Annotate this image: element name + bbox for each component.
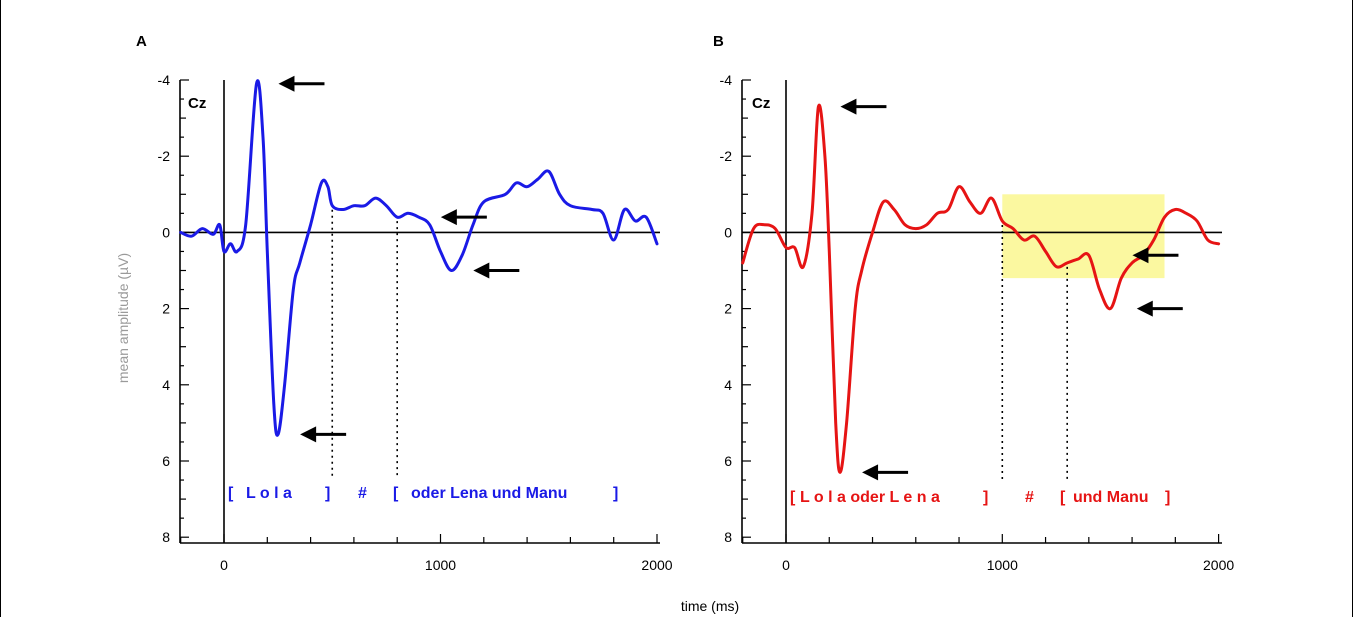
panel-a-electrode-label: Cz: [188, 95, 206, 112]
panel-b-arrow-head: [1136, 300, 1153, 317]
panel-a-y-tick-label: 2: [162, 301, 170, 317]
panel-b-phrase-segment: und Manu: [1073, 489, 1149, 506]
panel-b-y-tick-label: 6: [724, 453, 732, 469]
panel-b-highlight-region: [1002, 194, 1165, 279]
panel-a-arrow-head: [440, 209, 457, 226]
panel-a-y-tick-label: 0: [162, 224, 170, 240]
panel-b-x-tick-label: 2000: [1203, 557, 1234, 573]
panel-a-y-tick-label: 4: [162, 377, 170, 393]
panel-a-phrase-segment: ]: [325, 485, 330, 502]
panel-b-x-tick-label: 1000: [987, 557, 1018, 573]
panel-a-y-tick-label: 8: [162, 529, 170, 545]
panel-b-erp-trace: [741, 103, 1221, 474]
panel-b-letter: B: [713, 33, 724, 50]
panel-a-x-tick-label: 1000: [425, 557, 456, 573]
panel-a-chart: -4 -2 0 2 4 6 8 0 1000 2000 Cz [ L o l a] # [ oder Lena…: [158, 72, 673, 573]
x-axis-label: time (ms): [681, 598, 739, 614]
panel-a-erp-trace: [179, 79, 659, 437]
panel-b-x-tick-label: 0: [782, 557, 790, 573]
panel-b-phrase-segment: ]: [1165, 489, 1170, 506]
panel-b-arrow-head: [840, 98, 857, 115]
panel-a-arrow-head: [473, 262, 490, 279]
panel-b-y-tick-label: 0: [724, 224, 732, 240]
panel-a-phrase-segment: ]: [613, 485, 618, 502]
panel-a-y-tick-label: 6: [162, 453, 170, 469]
panel-b-y-tick-label: 2: [724, 301, 732, 317]
panel-b-y-tick-label: -2: [720, 148, 733, 164]
panel-a-phrase-segment: [: [393, 485, 399, 502]
panel-a-arrow-head: [278, 75, 295, 92]
panel-a-arrow-head: [300, 426, 317, 443]
panel-b-phrase-segment: L o l a oder L e n a: [800, 489, 940, 506]
panel-b-y-tick-label: 8: [724, 529, 732, 545]
panel-b-y-tick-label: -4: [720, 72, 733, 88]
panel-b-phrase-segment: ]: [983, 489, 988, 506]
panel-b-phrase-segment: [: [1060, 489, 1066, 506]
panel-b-electrode-label: Cz: [752, 95, 770, 112]
panel-a-y-tick-label: -2: [158, 148, 171, 164]
panel-a-phrase-segment: [: [228, 485, 234, 502]
y-axis-label: mean amplitude (µV): [115, 253, 131, 383]
panel-a-phrase-segment: #: [358, 485, 367, 502]
panel-a-x-tick-label: 0: [220, 557, 228, 573]
panel-b-arrow-head: [1132, 247, 1149, 264]
panel-b-phrase-segment: #: [1025, 489, 1034, 506]
panel-a-letter: A: [136, 33, 147, 50]
panel-a-phrase-segment: L o l a: [246, 485, 292, 502]
panel-b-phrase-segment: [: [790, 489, 796, 506]
panel-a-y-tick-label: -4: [158, 72, 171, 88]
panel-b-arrow-head: [862, 464, 879, 481]
panel-b-y-tick-label: 4: [724, 377, 732, 393]
panel-a-x-tick-label: 2000: [641, 557, 672, 573]
panel-a-phrase-segment: oder Lena und Manu: [411, 485, 567, 502]
